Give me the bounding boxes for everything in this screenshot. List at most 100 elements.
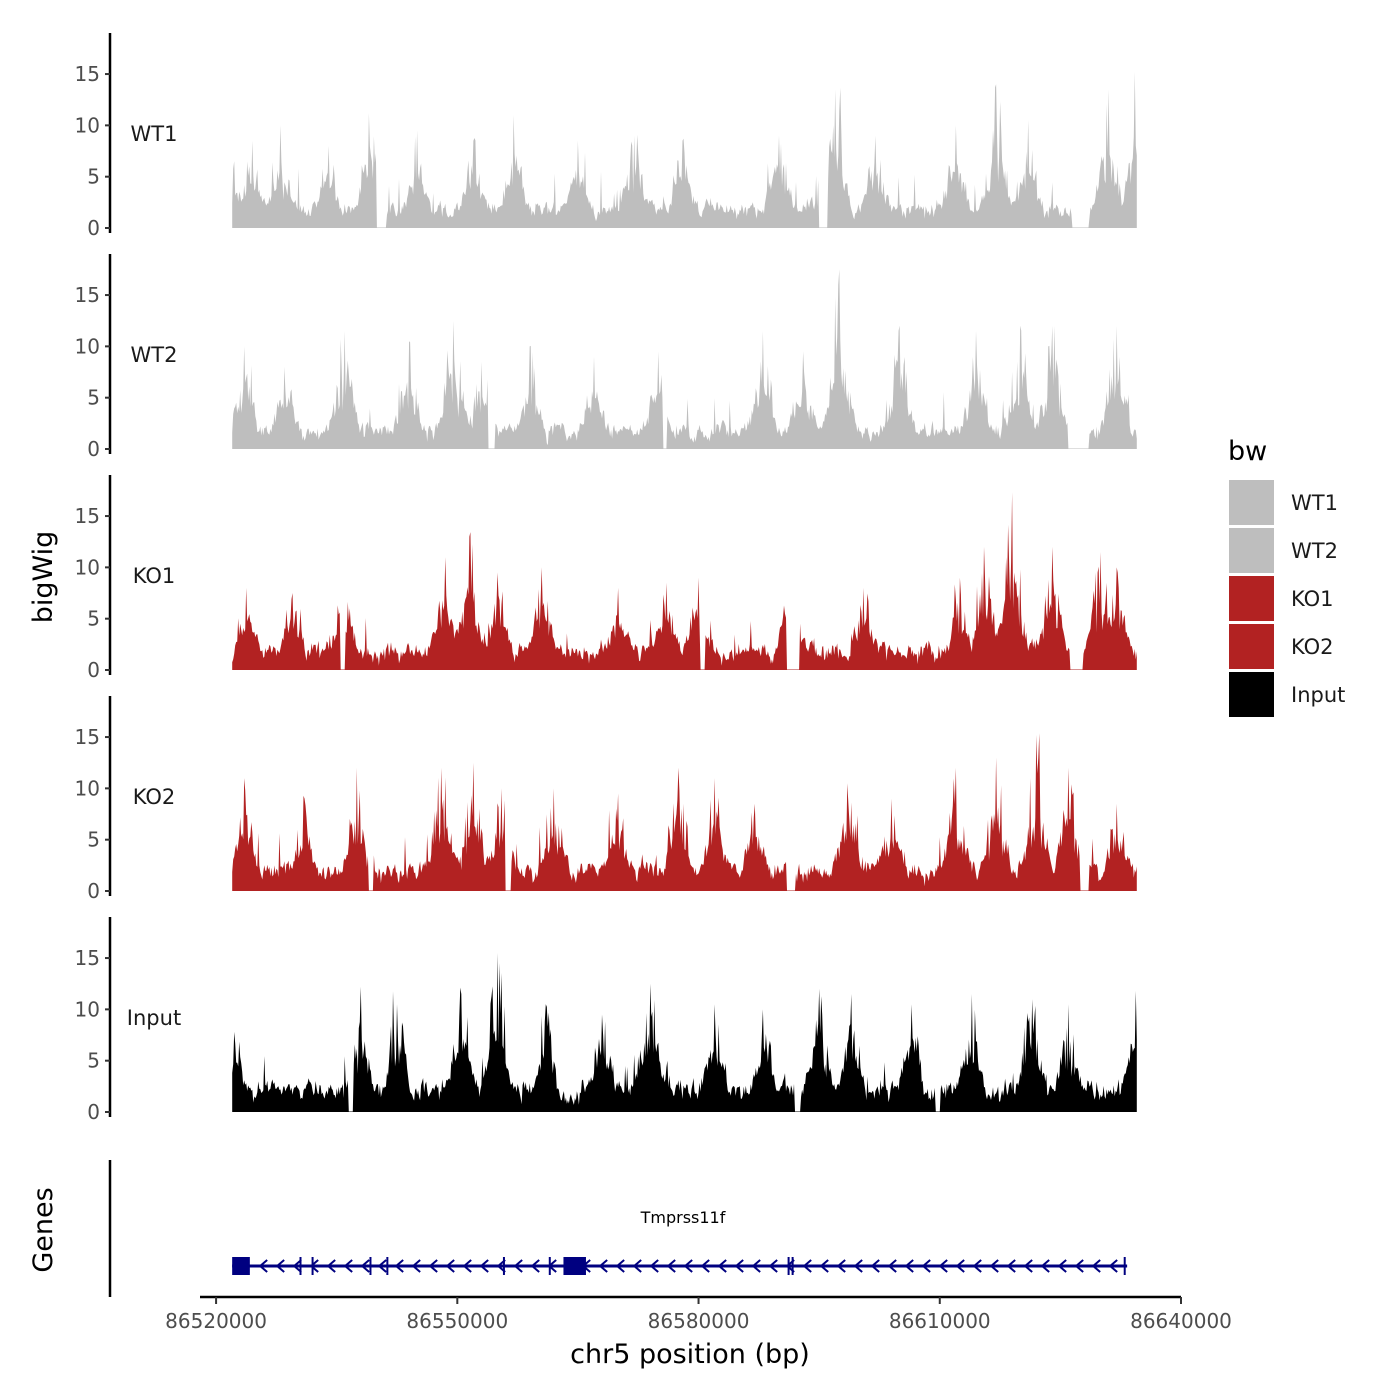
- track-label: WT2: [131, 343, 178, 367]
- strand-arrow: [751, 1259, 761, 1273]
- strand-arrow: [411, 1259, 421, 1273]
- strand-arrow: [1023, 1259, 1033, 1273]
- y-tick-label: 0: [87, 879, 100, 903]
- y-tick-label: 10: [75, 997, 100, 1021]
- track-panels: 0 5 10 15 WT1 0 5 10 15 WT2 0 5 10 15 KO1 0 5 10 15 KO2 0 5 10…: [75, 33, 1137, 1124]
- y-tick-label: 10: [75, 776, 100, 800]
- strand-arrow: [921, 1259, 931, 1273]
- signal-area-wt1: [232, 72, 1137, 228]
- y-tick-label: 15: [75, 946, 100, 970]
- signal-area-ko1: [232, 492, 1137, 670]
- track-panel-wt2: 0 5 10 15 WT2: [75, 254, 1137, 461]
- x-tick-label: 86610000: [889, 1309, 991, 1333]
- y-tick-label: 10: [75, 113, 100, 137]
- exon: [232, 1257, 250, 1275]
- strand-arrow: [1057, 1259, 1067, 1273]
- strand-arrow: [666, 1259, 676, 1273]
- legend-label: WT2: [1291, 539, 1338, 563]
- strand-arrow: [496, 1259, 506, 1273]
- track-panel-ko1: 0 5 10 15 KO1: [75, 475, 1137, 682]
- strand-arrow: [819, 1259, 829, 1273]
- strand-arrow: [598, 1259, 608, 1273]
- x-tick-label: 86550000: [406, 1309, 508, 1333]
- exon: [563, 1257, 586, 1275]
- x-tick-label: 86640000: [1130, 1309, 1232, 1333]
- y-tick-label: 10: [75, 555, 100, 579]
- strand-arrow: [615, 1259, 625, 1273]
- strand-arrow: [360, 1259, 370, 1273]
- strand-arrow: [768, 1259, 778, 1273]
- strand-arrow: [445, 1259, 455, 1273]
- strand-arrow: [904, 1259, 914, 1273]
- signal-area-wt2: [232, 269, 1137, 449]
- y-tick-label: 15: [75, 283, 100, 307]
- track-label: WT1: [131, 122, 178, 146]
- signal-area-ko2: [232, 733, 1137, 891]
- strand-arrow: [972, 1259, 982, 1273]
- strand-arrow: [1040, 1259, 1050, 1273]
- legend-key-wt2: [1229, 528, 1274, 573]
- track-panel-ko2: 0 5 10 15 KO2: [75, 696, 1137, 903]
- strand-arrow: [870, 1259, 880, 1273]
- y-tick-label: 10: [75, 334, 100, 358]
- legend-label: KO1: [1291, 587, 1334, 611]
- x-tick-label: 86520000: [165, 1309, 267, 1333]
- legend-label: WT1: [1291, 491, 1338, 515]
- y-tick-label: 5: [87, 386, 100, 410]
- y-tick-label: 0: [87, 1100, 100, 1124]
- strand-arrow: [326, 1259, 336, 1273]
- strand-arrow: [343, 1259, 353, 1273]
- strand-arrow: [938, 1259, 948, 1273]
- strand-arrow: [836, 1259, 846, 1273]
- y-tick-label: 0: [87, 658, 100, 682]
- y-tick-label: 15: [75, 725, 100, 749]
- strand-arrow: [734, 1259, 744, 1273]
- gene-track-title: Genes: [28, 1187, 59, 1272]
- legend-label: Input: [1291, 683, 1345, 707]
- strand-arrow: [377, 1259, 387, 1273]
- track-panel-wt1: 0 5 10 15 WT1: [75, 33, 1137, 240]
- y-tick-label: 5: [87, 607, 100, 631]
- x-tick-label: 86580000: [648, 1309, 750, 1333]
- legend-key-ko2: [1229, 624, 1274, 669]
- track-label: KO1: [133, 564, 176, 588]
- strand-arrow: [1006, 1259, 1016, 1273]
- strand-arrow: [989, 1259, 999, 1273]
- gene-name-label: Tmprss11f: [640, 1208, 726, 1227]
- y-tick-label: 15: [75, 504, 100, 528]
- strand-arrow: [1091, 1259, 1101, 1273]
- strand-arrow: [717, 1259, 727, 1273]
- legend-key-wt1: [1229, 480, 1274, 525]
- track-label: KO2: [133, 785, 176, 809]
- y-tick-label: 0: [87, 437, 100, 461]
- legend-key-ko1: [1229, 576, 1274, 621]
- strand-arrow: [632, 1259, 642, 1273]
- signal-area-input: [232, 952, 1137, 1112]
- x-axis: 86520000 86550000 86580000 86610000 86640000: [165, 1295, 1232, 1333]
- x-axis-title: chr5 position (bp): [570, 1339, 810, 1370]
- strand-arrow: [1108, 1259, 1118, 1273]
- legend-label: KO2: [1291, 635, 1334, 659]
- y-tick-label: 0: [87, 216, 100, 240]
- strand-arrow: [955, 1259, 965, 1273]
- legend-key-input: [1229, 672, 1274, 717]
- track-label: Input: [127, 1006, 181, 1030]
- strand-arrow: [309, 1259, 319, 1273]
- strand-arrow: [802, 1259, 812, 1273]
- legend: bw WT1 WT2 KO1 KO2 Input: [1228, 436, 1345, 717]
- strand-arrow: [887, 1259, 897, 1273]
- strand-arrow: [1074, 1259, 1084, 1273]
- y-tick-label: 5: [87, 165, 100, 189]
- strand-arrow: [700, 1259, 710, 1273]
- track-panel-input: 0 5 10 15 Input: [75, 917, 1137, 1124]
- y-tick-label: 5: [87, 1049, 100, 1073]
- strand-arrow: [853, 1259, 863, 1273]
- strand-arrow: [479, 1259, 489, 1273]
- strand-arrow: [462, 1259, 472, 1273]
- strand-arrow: [394, 1259, 404, 1273]
- y-tick-label: 15: [75, 62, 100, 86]
- strand-arrow: [428, 1259, 438, 1273]
- strand-arrow: [649, 1259, 659, 1273]
- y-tick-label: 5: [87, 828, 100, 852]
